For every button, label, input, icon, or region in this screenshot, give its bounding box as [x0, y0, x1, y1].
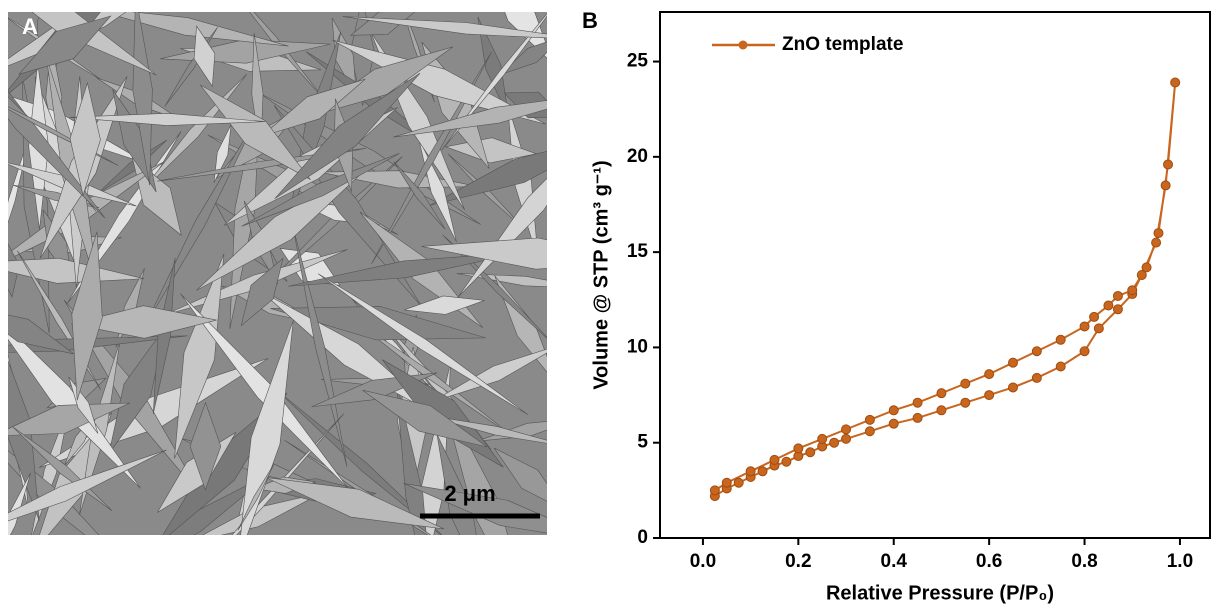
- data-point: [1113, 291, 1122, 300]
- series-line: [715, 83, 1175, 497]
- data-point: [1142, 263, 1151, 272]
- data-point: [985, 370, 994, 379]
- data-point: [1032, 347, 1041, 356]
- data-point: [1056, 335, 1065, 344]
- data-point: [865, 415, 874, 424]
- data-point: [746, 467, 755, 476]
- data-point: [961, 398, 970, 407]
- data-point: [734, 478, 743, 487]
- data-point: [961, 379, 970, 388]
- data-point: [1104, 301, 1113, 310]
- data-point: [1113, 305, 1122, 314]
- data-point: [1090, 312, 1099, 321]
- figure: A 2 μm B Relative Pressure (P/P₀) Volume…: [0, 0, 1223, 610]
- legend-label: ZnO template: [782, 34, 903, 55]
- data-point: [1171, 78, 1180, 87]
- data-point: [1128, 286, 1137, 295]
- data-point: [865, 427, 874, 436]
- y-tick-label: 5: [637, 432, 648, 453]
- data-point: [818, 434, 827, 443]
- x-tick-label: 0.8: [1071, 551, 1097, 572]
- data-point: [842, 434, 851, 443]
- data-point: [889, 419, 898, 428]
- axes-frame: [660, 12, 1210, 538]
- data-point: [1154, 229, 1163, 238]
- y-tick-label: 10: [627, 336, 648, 357]
- data-point: [1056, 362, 1065, 371]
- x-tick-label: 1.0: [1167, 551, 1193, 572]
- data-point: [889, 406, 898, 415]
- y-tick-label: 15: [627, 241, 649, 262]
- panel-label: A: [22, 14, 38, 39]
- data-point: [758, 467, 767, 476]
- y-tick-label: 25: [627, 51, 649, 72]
- data-point: [1080, 322, 1089, 331]
- data-point: [782, 457, 791, 466]
- data-point: [937, 406, 946, 415]
- scale-bar-label: 2 μm: [444, 481, 495, 506]
- data-point: [722, 478, 731, 487]
- y-tick-label: 20: [627, 146, 648, 167]
- data-point: [937, 389, 946, 398]
- y-axis-label: Volume @ STP (cm³ g⁻¹): [590, 160, 612, 389]
- data-point: [1164, 160, 1173, 169]
- data-point: [913, 398, 922, 407]
- x-tick-label: 0.2: [785, 551, 811, 572]
- data-point: [794, 444, 803, 453]
- y-tick-label: 0: [637, 527, 648, 548]
- data-point: [985, 391, 994, 400]
- x-tick-label: 0.6: [976, 551, 1002, 572]
- data-point: [842, 425, 851, 434]
- data-point: [1008, 383, 1017, 392]
- x-axis-label: Relative Pressure (P/P₀): [826, 582, 1054, 604]
- data-point: [1008, 358, 1017, 367]
- data-point: [913, 413, 922, 422]
- panel-label: B: [582, 8, 598, 33]
- legend-marker: [739, 41, 748, 50]
- data-point: [806, 448, 815, 457]
- data-point: [830, 438, 839, 447]
- data-point: [1152, 238, 1161, 247]
- data-point: [1094, 324, 1103, 333]
- x-tick-label: 0.4: [881, 551, 908, 572]
- x-tick-label: 0.0: [690, 551, 716, 572]
- data-point: [710, 486, 719, 495]
- data-point: [1080, 347, 1089, 356]
- data-point: [1032, 373, 1041, 382]
- data-point: [1161, 181, 1170, 190]
- data-point: [770, 455, 779, 464]
